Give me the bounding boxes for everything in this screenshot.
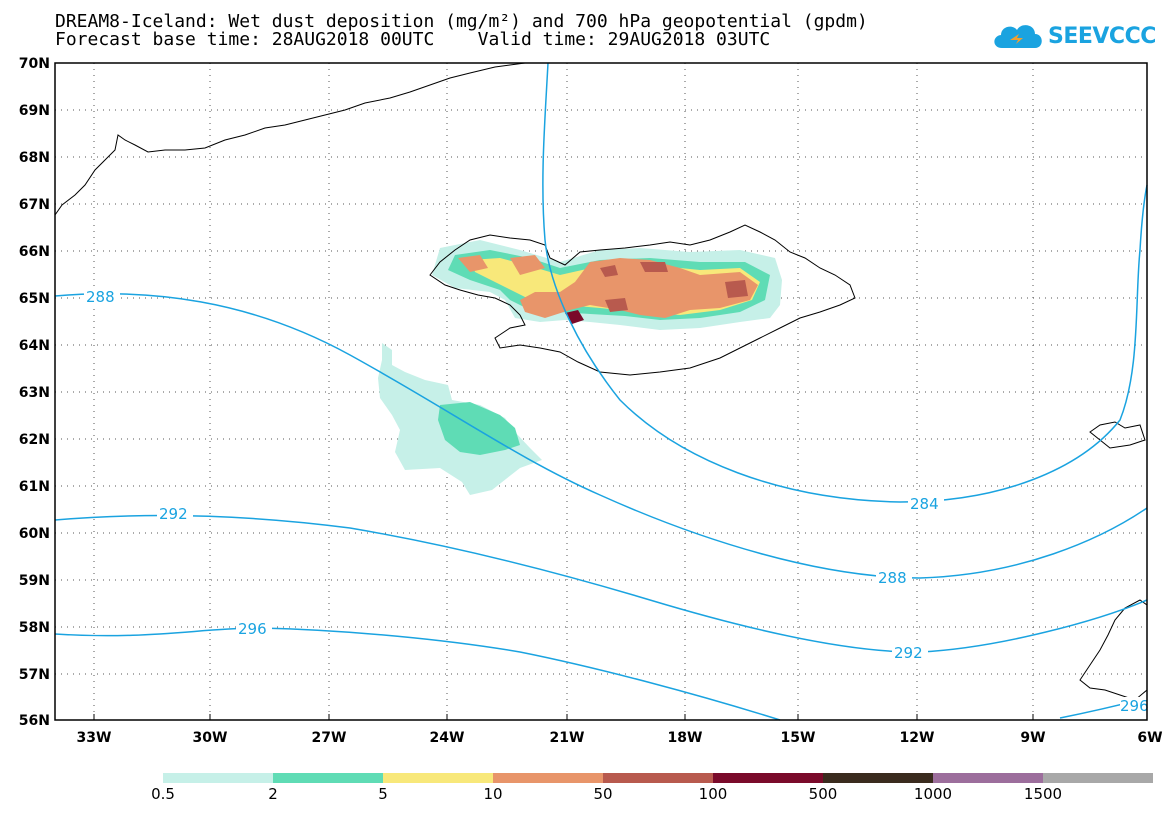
latitude-labels: 70N 69N 68N 67N 66N 65N 64N 63N 62N 61N … — [19, 56, 50, 729]
contour-296 — [54, 627, 781, 721]
legend-swatch — [823, 773, 933, 783]
dust-area-iceland-orange — [458, 255, 758, 318]
lon-label: 15W — [781, 730, 816, 746]
lat-label: 63N — [19, 385, 50, 401]
lat-label: 66N — [19, 244, 50, 260]
lon-label: 6W — [1137, 730, 1162, 746]
lat-label: 57N — [19, 667, 50, 683]
coastline-greenland — [54, 62, 526, 216]
legend-label: 1500 — [1023, 785, 1063, 803]
lat-label: 68N — [19, 150, 50, 166]
geopotential-contours — [54, 62, 1148, 721]
lon-label: 33W — [77, 730, 112, 746]
legend-swatch — [163, 773, 273, 783]
legend-label: 0.5 — [151, 785, 175, 803]
lon-label: 18W — [668, 730, 703, 746]
contour-292 — [54, 514, 1148, 653]
lat-label: 65N — [19, 291, 50, 307]
legend-label: 10 — [483, 785, 503, 803]
lat-label: 56N — [19, 713, 50, 729]
legend-label: 5 — [378, 785, 388, 803]
lat-label: 67N — [19, 197, 50, 213]
tick-marks — [93, 714, 1034, 720]
color-legend — [163, 773, 1153, 783]
seevccc-logo: SEEVCCC — [990, 18, 1160, 58]
lat-label: 61N — [19, 479, 50, 495]
coastline-scotland — [1079, 599, 1148, 701]
coastline-iceland — [429, 224, 856, 376]
contour-labels: 288 292 296 284 288 292 296 — [84, 288, 1149, 715]
lon-label: 24W — [430, 730, 465, 746]
longitude-labels: 33W 30W 27W 24W 21W 18W 15W 12W 9W 6W — [77, 730, 1163, 746]
legend-label: 2 — [268, 785, 278, 803]
logo-text: SEEVCCC — [1048, 24, 1156, 49]
legend-swatch — [603, 773, 713, 783]
contour-label: 284 — [910, 495, 939, 513]
lon-label: 21W — [550, 730, 585, 746]
legend-swatch — [493, 773, 603, 783]
lon-label: 12W — [900, 730, 935, 746]
contour-label: 292 — [159, 505, 188, 523]
legend-swatch — [1043, 773, 1153, 783]
contour-288-west — [54, 293, 1148, 579]
contour-label: 288 — [878, 569, 907, 587]
contour-label: 292 — [894, 644, 923, 662]
legend-swatch — [383, 773, 493, 783]
legend-label: 1000 — [913, 785, 953, 803]
legend-label: 100 — [698, 785, 728, 803]
coastline-faroe — [1089, 421, 1146, 449]
contour-label: 288 — [86, 288, 115, 306]
dust-area-iceland-dark — [565, 310, 584, 324]
dust-area-iceland-brown — [600, 262, 748, 312]
title-line-1: DREAM8-Iceland: Wet dust deposition (mg/… — [55, 11, 868, 32]
grid-lines — [55, 63, 1147, 720]
lat-label: 69N — [19, 103, 50, 119]
lon-label: 9W — [1020, 730, 1045, 746]
legend-swatch — [713, 773, 823, 783]
lat-label: 62N — [19, 432, 50, 448]
map-frame — [54, 62, 1148, 721]
lat-label: 60N — [19, 526, 50, 542]
lat-label: 58N — [19, 620, 50, 636]
legend-label: 50 — [593, 785, 613, 803]
lat-label: 59N — [19, 573, 50, 589]
legend-label: 500 — [808, 785, 838, 803]
contour-284 — [542, 62, 1148, 503]
lat-label: 64N — [19, 338, 50, 354]
legend-swatch — [273, 773, 383, 783]
legend-swatch — [933, 773, 1043, 783]
contour-label: 296 — [1120, 697, 1149, 715]
lon-label: 27W — [312, 730, 347, 746]
cloud-icon — [994, 25, 1042, 48]
lat-label: 70N — [19, 56, 50, 72]
lon-label: 30W — [193, 730, 228, 746]
coastlines — [54, 62, 1148, 701]
title-line-2: Forecast base time: 28AUG2018 00UTC Vali… — [55, 29, 771, 50]
contour-label: 296 — [238, 620, 267, 638]
dust-deposition-field — [378, 240, 782, 495]
